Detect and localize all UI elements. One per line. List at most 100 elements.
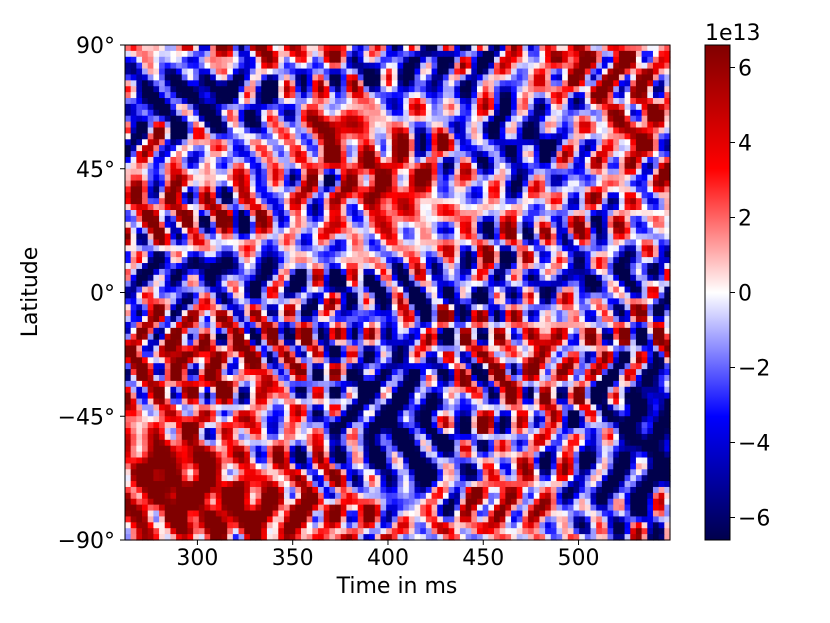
- heatmap-cell: [363, 310, 370, 317]
- heatmap-cell: [232, 68, 240, 76]
- heatmap-cell: [142, 109, 149, 117]
- heatmap-cell: [142, 351, 149, 358]
- heatmap-cell: [533, 333, 541, 341]
- heatmap-cell: [528, 45, 535, 52]
- heatmap-cell: [221, 186, 228, 193]
- heatmap-cell: [476, 139, 484, 146]
- heatmap-cell: [437, 92, 444, 99]
- heatmap-cell: [556, 304, 563, 311]
- heatmap-cell: [494, 198, 501, 205]
- heatmap-cell: [471, 298, 478, 305]
- heatmap-cell: [204, 263, 211, 270]
- heatmap-cell: [278, 227, 285, 235]
- heatmap-cell: [459, 168, 467, 176]
- heatmap-cell: [397, 304, 404, 311]
- heatmap-cell: [164, 56, 172, 64]
- heatmap-cell: [579, 121, 586, 129]
- heatmap-cell: [130, 98, 137, 105]
- heatmap-cell: [448, 204, 455, 211]
- heatmap-cell: [198, 168, 206, 176]
- heatmap-cell: [283, 221, 291, 229]
- heatmap-cell: [369, 327, 376, 335]
- heatmap-cell: [482, 45, 489, 52]
- heatmap-cell: [181, 145, 189, 152]
- heatmap-cell: [403, 109, 410, 117]
- heatmap-cell: [613, 333, 620, 341]
- heatmap-cell: [215, 80, 223, 87]
- heatmap-cell: [278, 321, 285, 329]
- heatmap-cell: [516, 115, 523, 123]
- heatmap-cell: [278, 345, 285, 353]
- heatmap-cell: [232, 204, 240, 211]
- heatmap-cell: [340, 68, 348, 76]
- heatmap-cell: [562, 233, 569, 241]
- heatmap-cell: [494, 45, 501, 52]
- heatmap-cell: [465, 68, 472, 76]
- heatmap-cell: [266, 56, 274, 64]
- heatmap-cell: [511, 192, 518, 199]
- heatmap-cell: [550, 274, 558, 282]
- heatmap-cell: [380, 304, 387, 311]
- heatmap-cell: [125, 351, 132, 358]
- heatmap-cell: [459, 192, 467, 199]
- heatmap-cell: [289, 103, 296, 111]
- heatmap-cell: [471, 109, 478, 117]
- heatmap-cell: [357, 62, 365, 70]
- heatmap-cell: [170, 68, 177, 76]
- heatmap-cell: [403, 86, 410, 93]
- heatmap-cell: [437, 233, 444, 241]
- heatmap-cell: [641, 74, 648, 81]
- heatmap-cell: [300, 62, 308, 70]
- heatmap-cell: [550, 145, 558, 152]
- heatmap-cell: [170, 280, 177, 288]
- heatmap-cell: [613, 151, 620, 158]
- heatmap-cell: [210, 62, 217, 70]
- heatmap-cell: [272, 156, 279, 164]
- heatmap-cell: [425, 321, 433, 329]
- heatmap-cell: [204, 156, 211, 164]
- heatmap-cell: [255, 210, 262, 217]
- heatmap-cell: [329, 268, 336, 276]
- heatmap-cell: [573, 133, 580, 140]
- heatmap-cell: [215, 298, 223, 305]
- heatmap-cell: [300, 245, 308, 252]
- heatmap-cell: [425, 186, 433, 193]
- heatmap-cell: [221, 215, 228, 223]
- heatmap-cell: [142, 121, 149, 129]
- heatmap-cell: [539, 109, 546, 117]
- heatmap-cell: [266, 109, 274, 117]
- heatmap-cell: [386, 56, 393, 64]
- heatmap-cell: [437, 109, 444, 117]
- heatmap-cell: [618, 298, 626, 305]
- heatmap-cell: [374, 321, 382, 329]
- heatmap-cell: [261, 62, 268, 70]
- heatmap-cell: [159, 180, 166, 188]
- heatmap-cell: [380, 68, 387, 76]
- heatmap-cell: [249, 268, 257, 276]
- heatmap-cell: [494, 174, 501, 182]
- heatmap-cell: [601, 92, 609, 99]
- heatmap-cell: [136, 268, 143, 276]
- heatmap-cell: [533, 68, 541, 76]
- heatmap-cell: [318, 151, 325, 158]
- heatmap-cell: [652, 133, 660, 140]
- heatmap-cell: [346, 168, 353, 176]
- heatmap-cell: [425, 268, 433, 276]
- heatmap-cell: [266, 180, 274, 188]
- heatmap-cell: [386, 327, 393, 335]
- heatmap-cell: [420, 92, 427, 99]
- heatmap-cell: [255, 139, 262, 146]
- heatmap-cell: [505, 316, 512, 323]
- heatmap-cell: [624, 210, 631, 217]
- heatmap-cell: [635, 204, 643, 211]
- heatmap-cell: [607, 109, 614, 117]
- heatmap-cell: [607, 139, 614, 146]
- heatmap-cell: [164, 74, 172, 81]
- heatmap-cell: [335, 192, 342, 199]
- heatmap-cell: [329, 192, 336, 199]
- heatmap-cell: [511, 280, 518, 288]
- heatmap-cell: [403, 333, 410, 341]
- heatmap-cell: [238, 298, 245, 305]
- heatmap-cell: [505, 50, 512, 58]
- heatmap-cell: [624, 156, 631, 164]
